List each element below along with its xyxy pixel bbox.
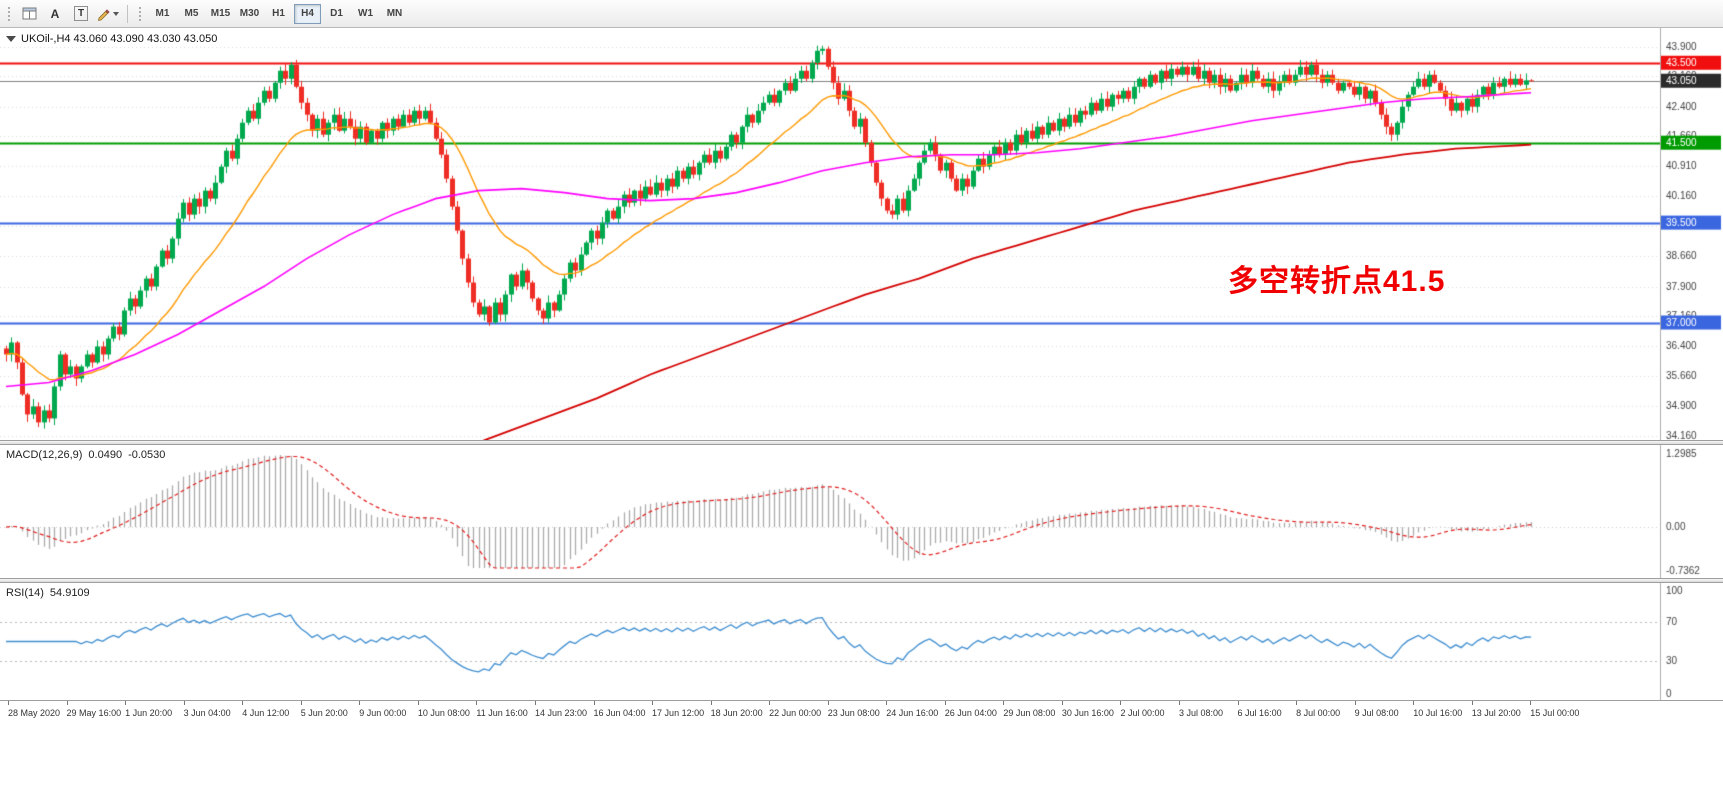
time-axis-label: 29 Jun 08:00 (1003, 701, 1056, 718)
time-axis-label: 13 Jul 20:00 (1471, 701, 1521, 718)
panel-divider[interactable] (0, 578, 1723, 583)
one-click-trading-toggle-icon[interactable] (6, 36, 16, 42)
insert-text-label-button[interactable]: T (69, 3, 93, 25)
time-axis-label: 26 Jun 04:00 (944, 701, 997, 718)
time-axis-label: 30 Jun 16:00 (1061, 701, 1114, 718)
timeframe-button-h1[interactable]: H1 (265, 4, 292, 24)
dropdown-caret-icon (113, 11, 119, 16)
time-axis-label: 11 Jun 16:00 (476, 701, 528, 718)
rsi-panel: RSI(14) 54.9109 (0, 583, 1723, 700)
time-axis-label: 28 May 2020 (8, 701, 61, 718)
time-axis-label: 3 Jun 04:00 (183, 701, 231, 718)
price-chart-panel: UKOil-,H4 43.060 43.090 43.030 43.050 多空… (0, 28, 1723, 440)
toolbar-separator (127, 4, 128, 23)
time-axis-label: 10 Jul 16:00 (1413, 701, 1463, 718)
time-axis-label: 18 Jun 20:00 (710, 701, 763, 718)
timeframe-button-m5[interactable]: M5 (178, 4, 205, 24)
macd-label-line: MACD(12,26,9) 0.0490 -0.0530 (6, 449, 165, 461)
chart-grid-icon (22, 7, 36, 20)
symbol-ohlc-text: UKOil-,H4 43.060 43.090 43.030 43.050 (21, 33, 218, 45)
macd-name: MACD(12,26,9) (6, 449, 83, 461)
macd-panel: MACD(12,26,9) 0.0490 -0.0530 (0, 445, 1723, 578)
timeframe-button-m15[interactable]: M15 (207, 4, 234, 24)
timeframe-button-mn[interactable]: MN (381, 4, 408, 24)
chart-info-line: UKOil-,H4 43.060 43.090 43.030 43.050 (6, 33, 217, 45)
draw-tool-button[interactable] (95, 3, 120, 25)
chart-annotation-text[interactable]: 多空转折点41.5 (1228, 265, 1446, 298)
rsi-value: 54.9109 (49, 587, 90, 599)
text-tool-label: A (50, 6, 60, 21)
timeframe-button-w1[interactable]: W1 (352, 4, 379, 24)
toolbar-grip[interactable] (7, 5, 12, 22)
time-axis-label: 22 Jun 00:00 (769, 701, 822, 718)
toolbar-grip[interactable] (138, 5, 143, 22)
pencil-icon (97, 8, 110, 21)
time-axis-label: 15 Jul 00:00 (1530, 701, 1580, 718)
price-chart-canvas[interactable] (0, 28, 1723, 440)
time-axis-label: 8 Jul 00:00 (1296, 701, 1341, 718)
time-axis-label: 3 Jul 08:00 (1179, 701, 1224, 718)
macd-signal-value: -0.0530 (128, 449, 166, 461)
time-axis-label: 10 Jun 08:00 (417, 701, 470, 718)
time-axis-label: 9 Jul 08:00 (1354, 701, 1399, 718)
panel-divider[interactable] (0, 440, 1723, 445)
time-axis-label: 29 May 16:00 (66, 701, 122, 718)
time-axis-label: 2 Jul 00:00 (1120, 701, 1165, 718)
macd-canvas[interactable] (0, 445, 1723, 578)
time-axis-label: 6 Jul 16:00 (1237, 701, 1282, 718)
macd-main-value: 0.0490 (88, 449, 123, 461)
time-axis-label: 4 Jun 12:00 (242, 701, 290, 718)
time-axis-label: 5 Jun 20:00 (300, 701, 348, 718)
window-blank-area (0, 723, 1723, 796)
timeframe-button-m1[interactable]: M1 (149, 4, 176, 24)
rsi-name: RSI(14) (6, 587, 44, 599)
label-tool-label: T (73, 6, 89, 21)
timeframe-button-h4[interactable]: H4 (294, 3, 321, 24)
main-toolbar: A T M1 M5 M15 M30 H1 H4 D1 W1 MN (0, 0, 1723, 28)
chart-window-button[interactable] (17, 3, 41, 25)
time-axis-label: 17 Jun 12:00 (652, 701, 705, 718)
time-axis-label: 9 Jun 00:00 (359, 701, 407, 718)
timeframe-button-d1[interactable]: D1 (323, 4, 350, 24)
rsi-label-line: RSI(14) 54.9109 (6, 587, 90, 599)
time-axis[interactable]: 28 May 2020 29 May 16:00 1 Jun 20:00 3 Jun … (0, 700, 1723, 723)
time-axis-label: 14 Jun 23:00 (534, 701, 587, 718)
time-axis-label: 24 Jun 16:00 (886, 701, 939, 718)
time-axis-label: 16 Jun 04:00 (593, 701, 646, 718)
timeframes-toolbar: M1 M5 M15 M30 H1 H4 D1 W1 MN (148, 3, 409, 24)
time-axis-label: 1 Jun 20:00 (125, 701, 173, 718)
timeframe-button-m30[interactable]: M30 (236, 4, 263, 24)
rsi-canvas[interactable] (0, 583, 1723, 700)
time-axis-label: 23 Jun 08:00 (827, 701, 880, 718)
insert-text-button[interactable]: A (43, 3, 67, 25)
